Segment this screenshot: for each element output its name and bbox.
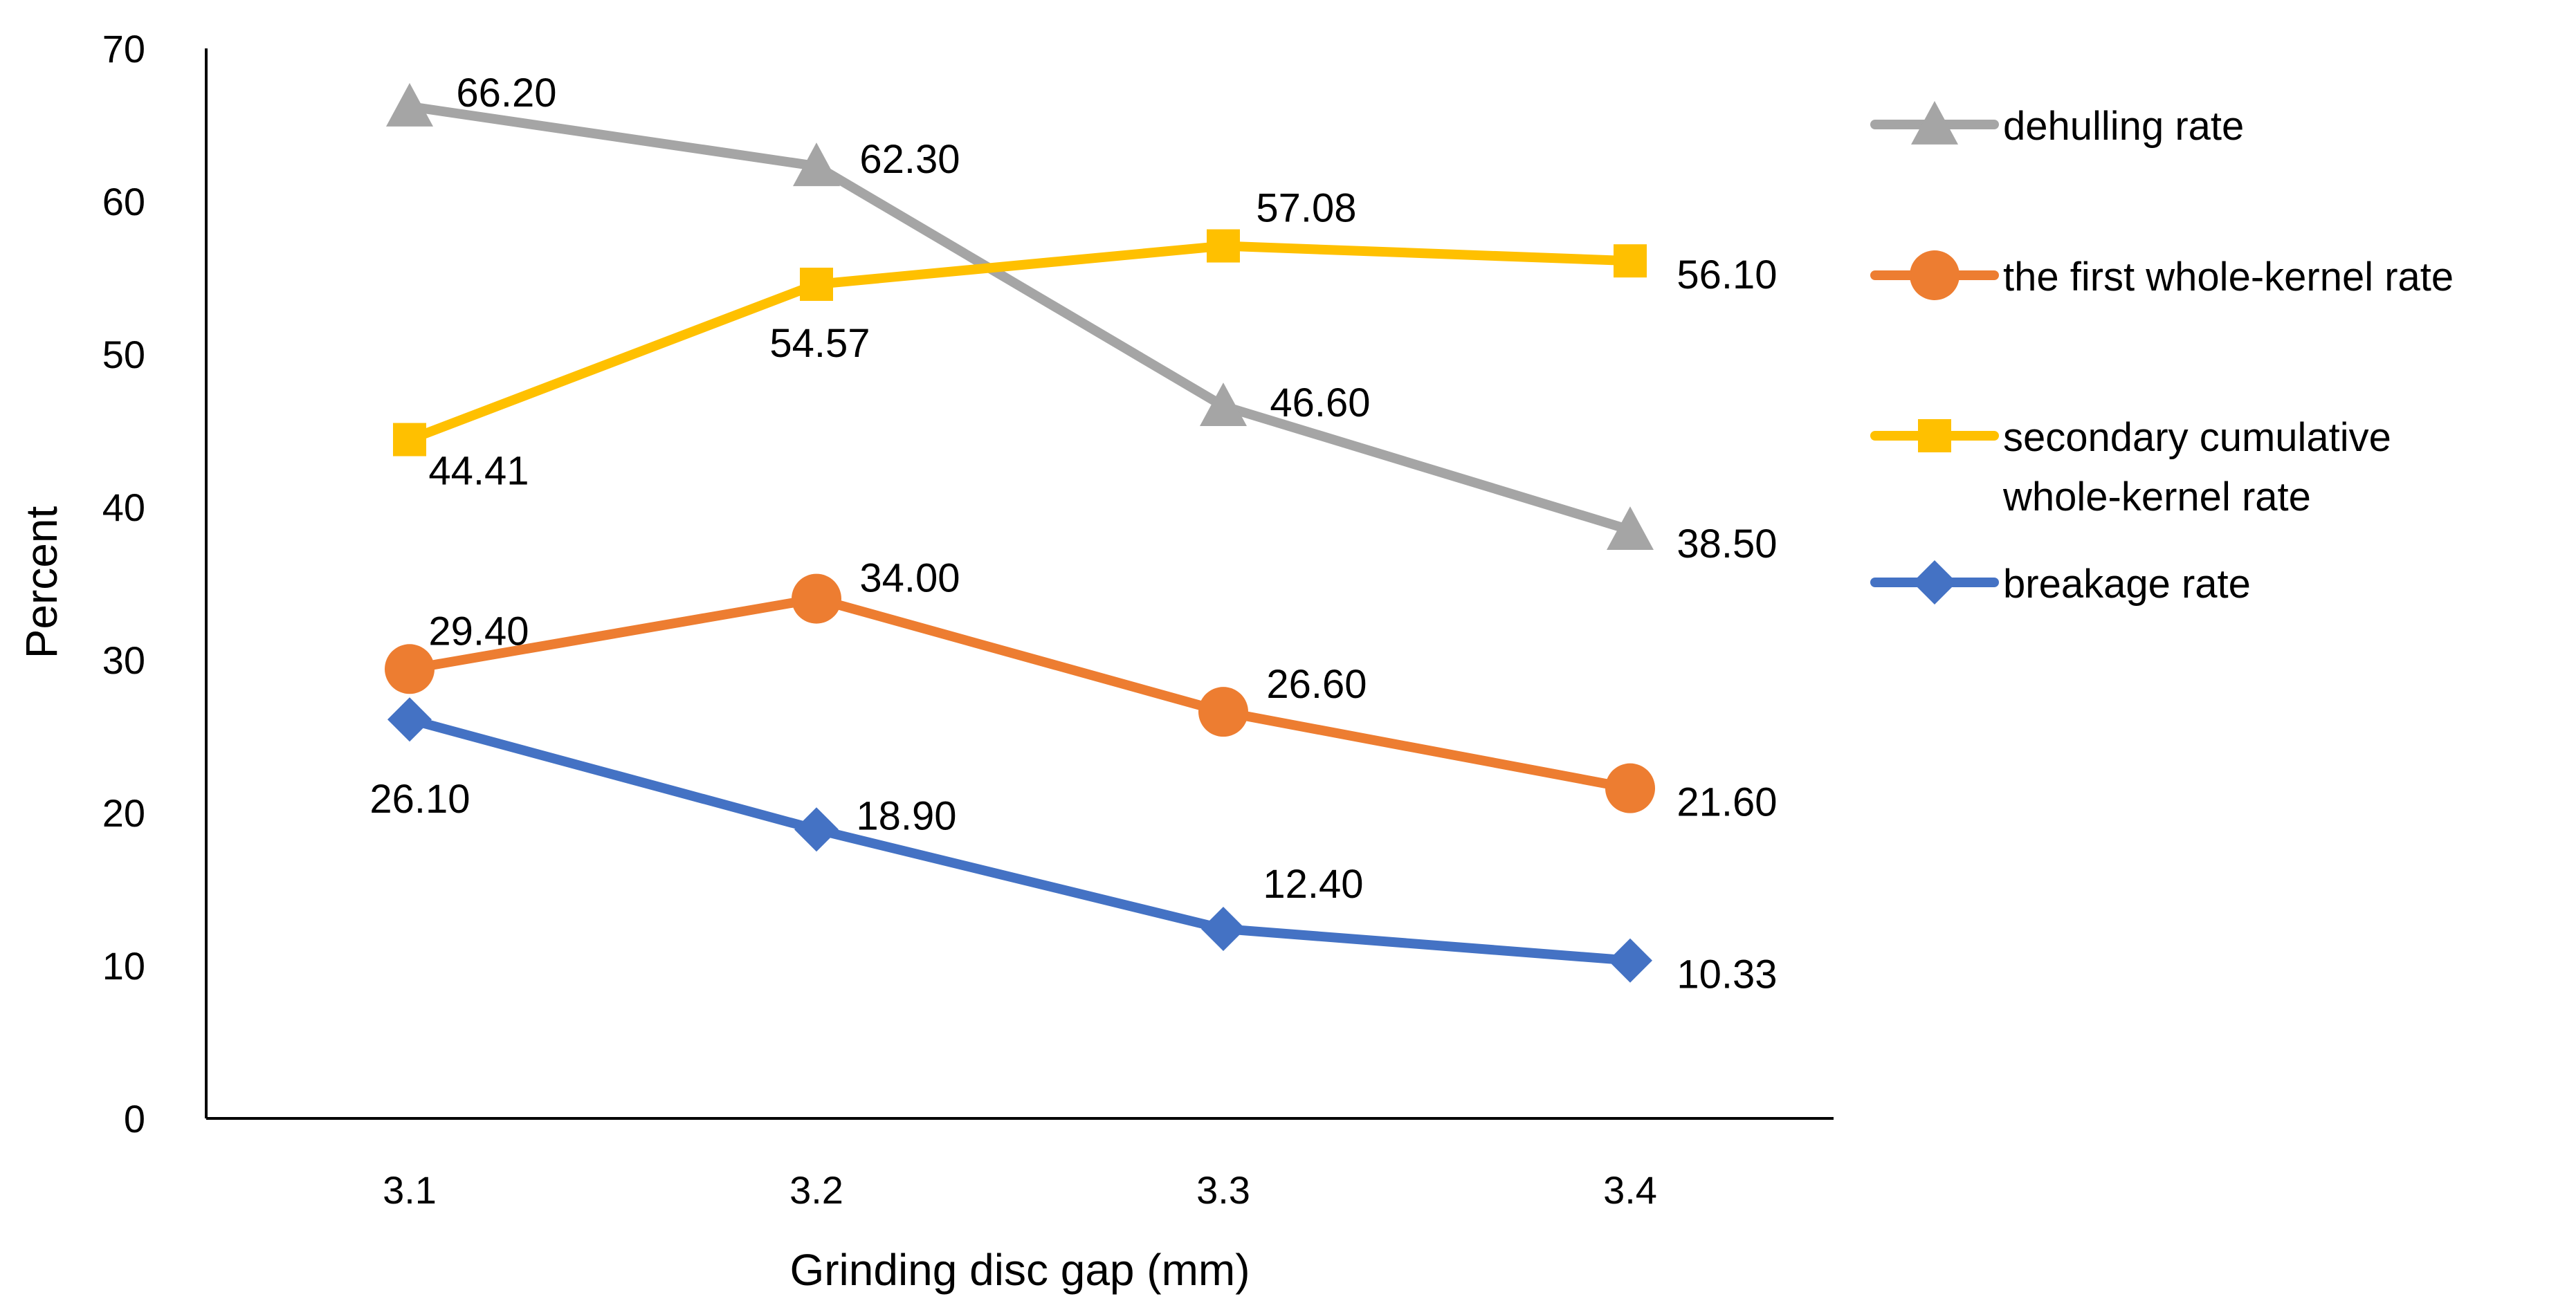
- data-point-marker: [387, 697, 432, 742]
- data-point-marker: [393, 423, 426, 456]
- data-label: 46.60: [1270, 380, 1370, 425]
- x-tick-label: 3.2: [789, 1168, 843, 1212]
- legend-marker: [1910, 250, 1960, 300]
- data-point-marker: [1200, 382, 1247, 427]
- data-label: 66.20: [456, 71, 556, 116]
- series-dehulling-rate: [386, 82, 1654, 551]
- legend-item: the first whole-kernel rate: [1870, 250, 2454, 300]
- data-point-marker: [794, 807, 839, 852]
- y-axis-title: Percent: [17, 506, 66, 659]
- data-point-marker: [1207, 229, 1240, 263]
- x-tick-label: 3.4: [1603, 1168, 1657, 1212]
- data-label: 56.10: [1677, 252, 1777, 297]
- y-tick-label: 30: [102, 638, 145, 682]
- series-line: [405, 101, 1635, 535]
- data-label: 38.50: [1677, 522, 1777, 566]
- series-line: [405, 593, 1635, 793]
- x-tick-label: 3.3: [1196, 1168, 1250, 1212]
- legend-marker: [1912, 560, 1957, 605]
- data-point-marker: [386, 82, 433, 127]
- data-label: 10.33: [1677, 952, 1777, 997]
- legend: dehulling rate the first whole-kernel rat…: [1870, 101, 2454, 607]
- y-tick-label: 10: [102, 944, 145, 988]
- data-label: 18.90: [856, 793, 956, 838]
- data-label: 26.10: [369, 777, 470, 822]
- data-point-marker: [1605, 763, 1655, 813]
- y-tick-label: 60: [102, 180, 145, 223]
- data-point-marker: [800, 268, 833, 302]
- data-label: 12.40: [1263, 862, 1363, 907]
- data-point-marker: [1201, 906, 1245, 951]
- data-label: 26.60: [1266, 662, 1367, 707]
- data-label: 44.41: [428, 449, 529, 494]
- series-line: [405, 714, 1635, 966]
- legend-marker: [1918, 419, 1951, 452]
- legend-label: breakage rate: [2003, 562, 2251, 607]
- legend-item: breakage rate: [1870, 560, 2251, 607]
- data-label: 34.00: [859, 556, 960, 601]
- data-point-marker: [1614, 244, 1647, 278]
- y-tick-label: 70: [102, 27, 145, 71]
- legend-label: whole-kernel rate: [2002, 474, 2311, 519]
- legend-item: secondary cumulative whole-kernel rate: [1870, 415, 2391, 519]
- legend-label: the first whole-kernel rate: [2003, 255, 2454, 299]
- axes: 0 10 20 30 40 50 60 70 3.1 3.2 3.3 3.4: [102, 27, 1834, 1212]
- data-label: 57.08: [1256, 186, 1356, 231]
- y-tick-label: 50: [102, 333, 145, 376]
- data-point-marker: [793, 142, 840, 187]
- data-point-marker: [792, 573, 841, 624]
- legend-marker: [1911, 101, 1958, 145]
- series-line: [405, 241, 1635, 445]
- y-tick-label: 20: [102, 791, 145, 835]
- data-point-marker: [1608, 938, 1652, 983]
- series-the-first-whole-kernel-rate: [385, 573, 1655, 813]
- series-secondary-cumulative-whole-kernel-rate: [393, 229, 1647, 456]
- data-label: 54.57: [769, 321, 870, 366]
- legend-item: dehulling rate: [1870, 101, 2244, 149]
- legend-label: secondary cumulative: [2003, 415, 2391, 460]
- series-layer: [385, 82, 1655, 983]
- data-point-marker: [385, 644, 435, 694]
- data-label: 62.30: [859, 137, 960, 182]
- x-tick-label: 3.1: [383, 1168, 437, 1212]
- data-point-marker: [1198, 687, 1248, 737]
- y-tick-label: 40: [102, 486, 145, 529]
- series-breakage-rate: [387, 697, 1652, 983]
- x-axis-title: Grinding disc gap (mm): [789, 1245, 1250, 1295]
- data-label: 21.60: [1677, 780, 1777, 825]
- data-labels: 66.20 62.30 46.60 38.50 29.40 34.00 26.60 21.60…: [369, 71, 1777, 997]
- y-tick-label: 0: [124, 1097, 145, 1141]
- data-label: 29.40: [428, 609, 529, 654]
- legend-label: dehulling rate: [2003, 104, 2244, 149]
- data-point-marker: [1607, 506, 1654, 551]
